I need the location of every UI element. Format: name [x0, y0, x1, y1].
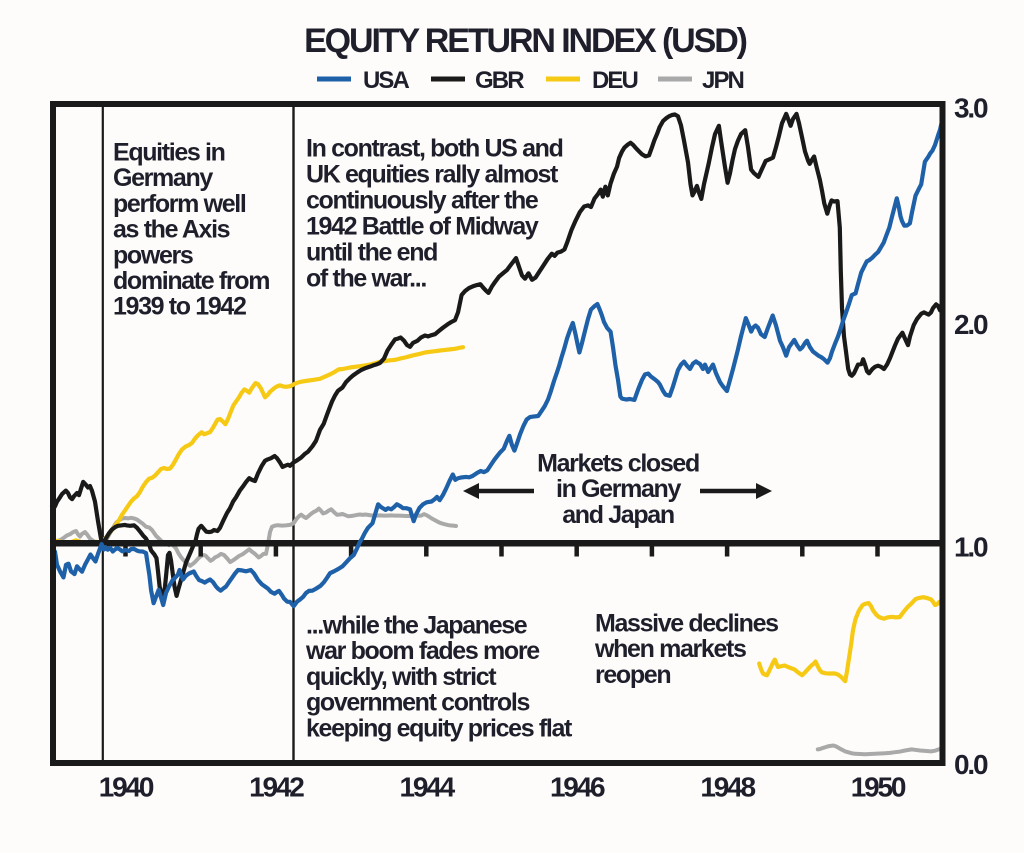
- svg-text:1.0: 1.0: [954, 532, 988, 563]
- svg-text:1946: 1946: [550, 772, 605, 803]
- svg-text:USA: USA: [363, 67, 410, 94]
- svg-text:dominate from: dominate from: [113, 267, 269, 295]
- svg-text:1940: 1940: [99, 772, 154, 803]
- svg-text:2.0: 2.0: [954, 309, 988, 340]
- svg-text:quickly, with strict: quickly, with strict: [306, 663, 497, 691]
- svg-text:Massive declines: Massive declines: [595, 610, 778, 638]
- svg-text:1942 Battle of Midway: 1942 Battle of Midway: [306, 213, 539, 241]
- svg-text:continuously after the: continuously after the: [306, 187, 539, 215]
- svg-text:GBR: GBR: [475, 67, 524, 94]
- svg-text:3.0: 3.0: [954, 93, 988, 124]
- svg-text:1950: 1950: [851, 772, 906, 803]
- svg-text:until the end: until the end: [306, 239, 437, 267]
- svg-text:Germany: Germany: [113, 164, 213, 192]
- svg-text:perform well: perform well: [113, 190, 246, 218]
- svg-text:0.0: 0.0: [954, 749, 988, 780]
- svg-text:government controls: government controls: [306, 689, 529, 717]
- svg-text:...while the Japanese: ...while the Japanese: [306, 612, 528, 640]
- svg-text:reopen: reopen: [595, 661, 670, 689]
- svg-text:Equities in: Equities in: [113, 139, 225, 167]
- svg-text:Markets closed: Markets closed: [537, 450, 699, 478]
- svg-text:DEU: DEU: [592, 67, 638, 94]
- svg-text:war boom fades more: war boom fades more: [305, 637, 540, 665]
- svg-text:keeping equity prices flat: keeping equity prices flat: [306, 714, 573, 742]
- svg-text:1944: 1944: [400, 772, 456, 803]
- svg-text:1942: 1942: [249, 772, 304, 803]
- svg-text:in Germany: in Germany: [556, 475, 681, 503]
- svg-text:when markets: when markets: [594, 635, 746, 663]
- svg-text:powers: powers: [113, 241, 193, 269]
- svg-text:1939 to 1942: 1939 to 1942: [113, 293, 246, 321]
- svg-text:1948: 1948: [700, 772, 755, 803]
- svg-text:In contrast, both US and: In contrast, both US and: [306, 135, 563, 163]
- svg-text:UK equities rally almost: UK equities rally almost: [306, 161, 559, 189]
- svg-text:JPN: JPN: [702, 67, 744, 94]
- svg-text:and Japan: and Japan: [562, 501, 674, 529]
- svg-text:of the war...: of the war...: [306, 265, 426, 293]
- svg-text:as the Axis: as the Axis: [113, 216, 230, 244]
- svg-text:EQUITY RETURN INDEX (USD): EQUITY RETURN INDEX (USD): [304, 22, 747, 60]
